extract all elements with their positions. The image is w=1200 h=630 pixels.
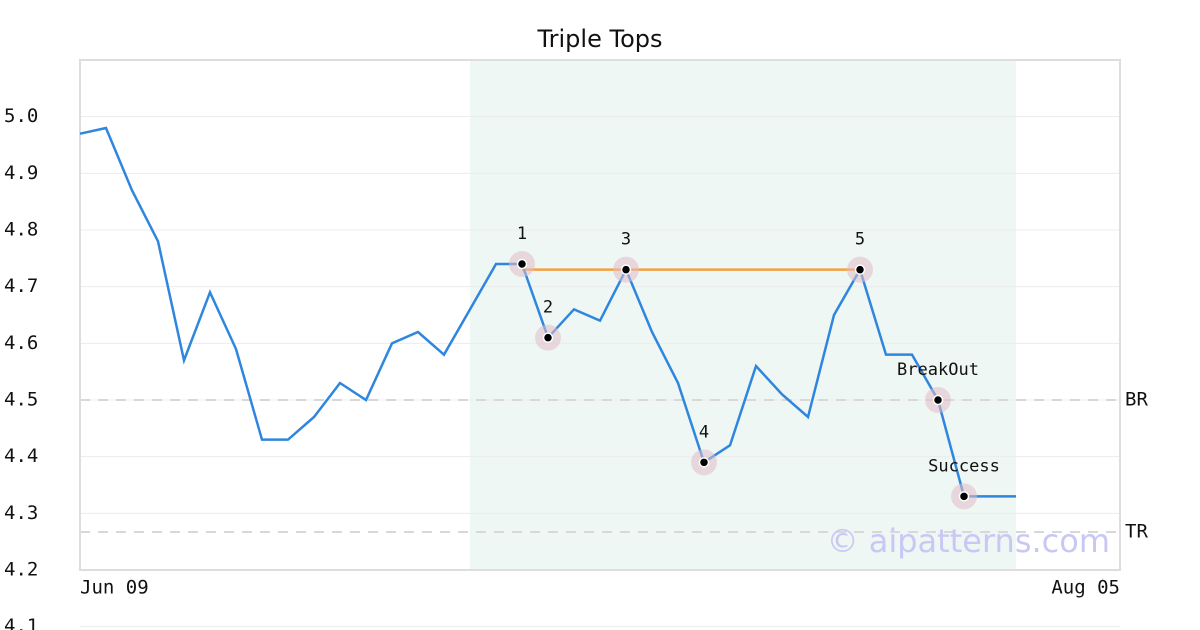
x-tick-label: Aug 05	[1051, 577, 1120, 599]
y-tick-label: 4.1	[4, 615, 38, 630]
y-tick-label: 4.5	[4, 389, 38, 411]
y-tick-label: 4.6	[4, 332, 38, 354]
point-marker	[854, 264, 866, 275]
point-label: 4	[699, 422, 709, 442]
point-label: Success	[928, 456, 1000, 476]
point-label: BreakOut	[897, 360, 979, 380]
y-tick-label: 4.4	[4, 445, 38, 467]
point-label: 5	[855, 230, 865, 250]
point-label: 2	[543, 298, 553, 318]
y-tick-label: 5.0	[4, 105, 38, 127]
highlight-region	[470, 60, 1016, 570]
y-tick-label: 4.2	[4, 559, 38, 581]
point-marker	[698, 457, 710, 468]
point-label: 3	[621, 230, 631, 250]
y-tick-label: 4.9	[4, 162, 38, 184]
point-marker	[620, 264, 632, 275]
y-tick-label: 4.3	[4, 502, 38, 524]
y-tick-label: 4.7	[4, 275, 38, 297]
x-tick-label: Jun 09	[80, 577, 149, 599]
point-marker	[516, 258, 528, 270]
plot-frame	[79, 59, 1121, 571]
point-marker	[958, 491, 970, 502]
chart-title: Triple Tops	[537, 25, 663, 53]
point-label: 1	[517, 224, 527, 244]
point-marker	[932, 394, 944, 406]
y-tick-label: 4.8	[4, 219, 38, 241]
point-marker	[542, 332, 554, 343]
watermark: © aipatterns.com	[827, 522, 1110, 560]
reference-label: BR	[1125, 389, 1148, 411]
reference-label: TR	[1125, 521, 1148, 543]
